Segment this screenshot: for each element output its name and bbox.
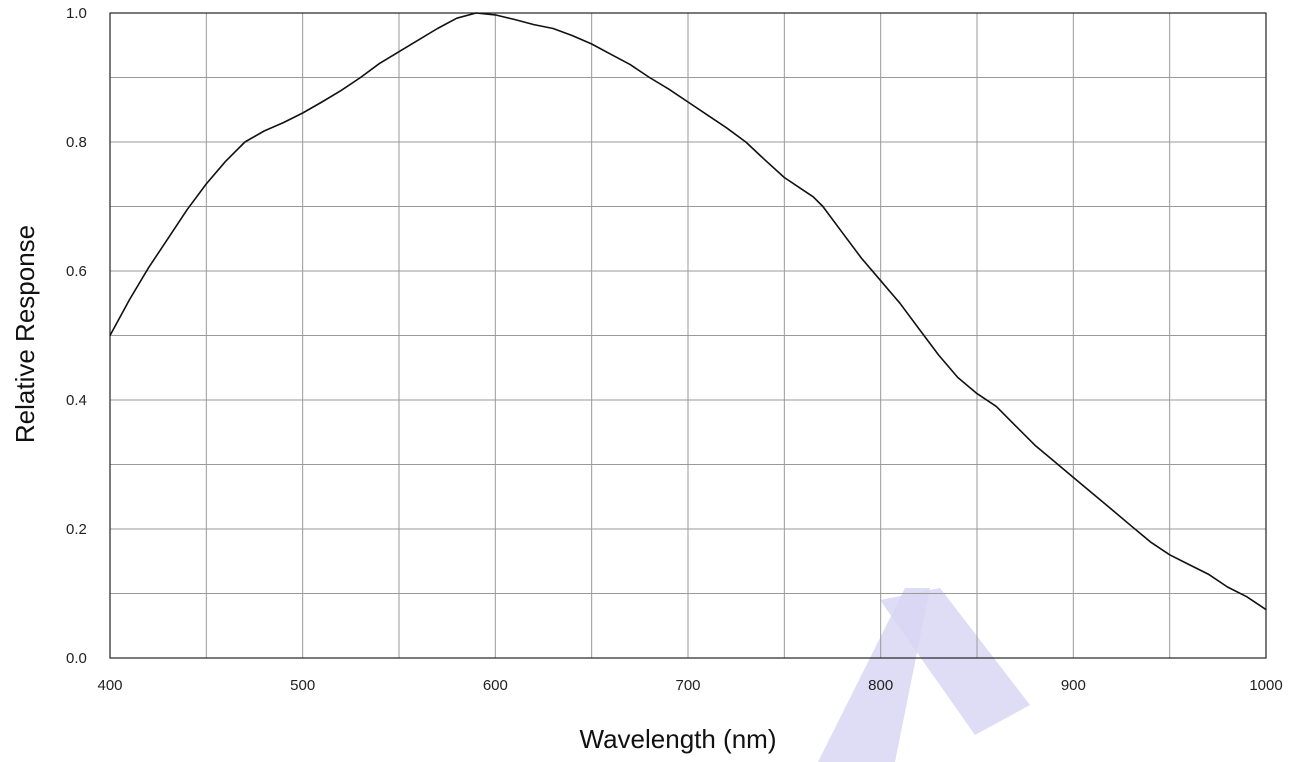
x-tick-label: 500: [290, 677, 315, 694]
y-tick-label: 1.0: [66, 5, 87, 22]
x-tick-label: 800: [868, 677, 893, 694]
x-tick-label: 400: [97, 677, 122, 694]
x-tick-labels: 400 500 600 700 800 900 1000: [97, 677, 1282, 694]
y-tick-labels: 0.0 0.2 0.4 0.6 0.8 1.0: [66, 5, 87, 667]
watermark-stroke: [818, 588, 930, 762]
y-tick-label: 0.4: [66, 392, 87, 409]
x-tick-label: 900: [1061, 677, 1086, 694]
y-tick-label: 0.6: [66, 263, 87, 280]
x-tick-label: 1000: [1249, 677, 1282, 694]
watermark-stroke: [880, 588, 1030, 735]
y-tick-label: 0.2: [66, 521, 87, 538]
y-axis-title: Relative Response: [10, 225, 40, 443]
y-tick-label: 0.8: [66, 134, 87, 151]
x-tick-label: 700: [675, 677, 700, 694]
response-curve: [109, 12, 1267, 611]
grid-lines: [109, 12, 1267, 659]
y-tick-label: 0.0: [66, 650, 87, 667]
x-tick-label: 600: [483, 677, 508, 694]
x-axis-title: Wavelength (nm): [580, 724, 777, 754]
watermark: [818, 588, 1030, 762]
